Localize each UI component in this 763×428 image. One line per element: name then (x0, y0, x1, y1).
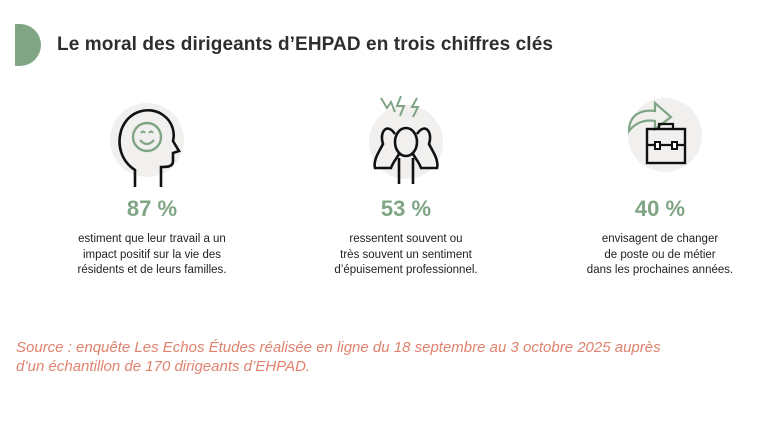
smiling-head-icon (110, 103, 184, 187)
stat-description: estiment que leur travail a un impact po… (22, 232, 282, 279)
stat-value: 40 % (634, 196, 686, 221)
stat-description: ressentent souvent ou très souvent un se… (276, 232, 536, 279)
source-line: d’un échantillon de 170 dirigeants d’EHP… (16, 358, 311, 375)
stat-value: 53 % (380, 196, 432, 221)
desc-line: impact positif sur la vie des (82, 248, 222, 261)
desc-line: envisagent de changer (601, 233, 719, 245)
desc-line: résidents et de leurs familles. (77, 264, 227, 276)
desc-line: d’épuisement professionnel. (334, 264, 478, 276)
source-line: Source : enquête Les Echos Études réalis… (16, 339, 661, 356)
stat-description: envisagent de changer de poste ou de mét… (530, 232, 763, 279)
stat-card: 53 % ressentent souvent ou très souvent … (276, 95, 536, 279)
desc-line: de poste ou de métier (604, 248, 716, 261)
page-title: Le moral des dirigeants d’EHPAD en trois… (57, 34, 554, 55)
source-note: Source : enquête Les Echos Études réalis… (16, 338, 661, 376)
stat-value: 87 % (126, 196, 178, 221)
stat-card: 40 % envisagent de changer de poste ou d… (530, 95, 763, 279)
title-accent-shape (15, 24, 41, 66)
briefcase-arrow-icon (627, 98, 702, 172)
desc-line: très souvent un sentiment (340, 248, 472, 261)
desc-line: ressentent souvent ou (349, 233, 463, 245)
stat-card: 87 % estiment que leur travail a un impa… (22, 95, 282, 279)
stressed-person-icon (369, 95, 443, 184)
desc-line: dans les prochaines années. (586, 264, 734, 276)
desc-line: estiment que leur travail a un (78, 233, 226, 245)
